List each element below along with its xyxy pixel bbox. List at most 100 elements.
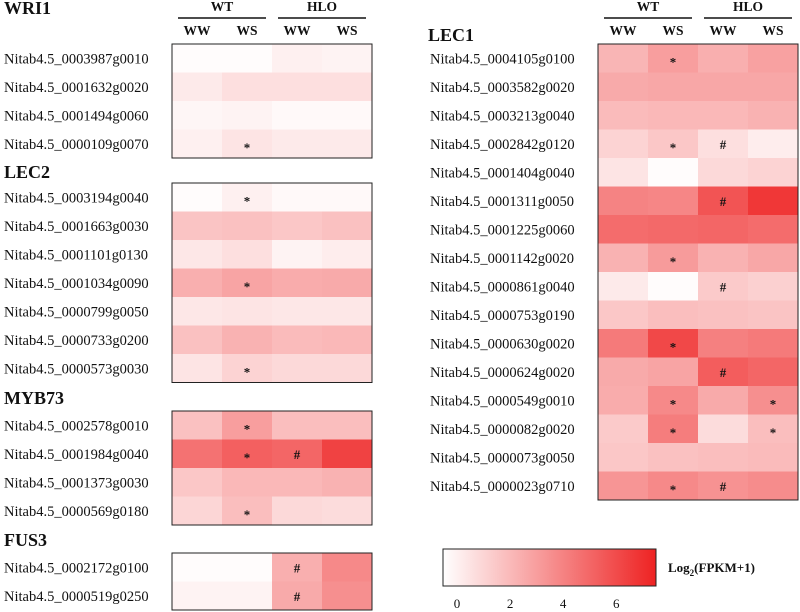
heatmap-cell (748, 243, 798, 272)
heatmap-cell (748, 329, 798, 358)
heatmap-cell (698, 300, 748, 329)
panel-title: FUS3 (4, 530, 47, 550)
heatmap-cell (272, 129, 322, 158)
heatmap-cell (648, 158, 698, 187)
significance-star: * (670, 425, 677, 440)
column-label: WS (336, 23, 357, 38)
heatmap-cell (322, 581, 372, 610)
heatmap-cell (222, 211, 272, 240)
significance-star: * (244, 140, 251, 155)
gene-label: Nitab4.5_0000733g0200 (4, 333, 149, 349)
significance-star: * (670, 482, 677, 497)
significance-star: * (770, 425, 777, 440)
heatmap-cell (222, 439, 272, 468)
legend-colorbar (442, 548, 657, 587)
gene-label: Nitab4.5_0000753g0190 (430, 308, 575, 324)
panel-title: WRI1 (4, 0, 51, 18)
gene-label: Nitab4.5_0003213g0040 (430, 108, 575, 124)
gene-label: Nitab4.5_0001225g0060 (430, 222, 575, 238)
legend-tick: 0 (454, 596, 461, 611)
significance-star: * (670, 396, 677, 411)
significance-star: * (770, 396, 777, 411)
heatmap-cell (272, 354, 322, 383)
heatmap-cell (172, 496, 222, 525)
heatmap-cell (272, 183, 322, 212)
heatmap-cell (272, 468, 322, 497)
heatmap-cell (222, 411, 272, 440)
heatmap-cell (748, 272, 798, 301)
gene-label: Nitab4.5_0000082g0020 (430, 422, 575, 438)
gene-label: Nitab4.5_0004105g0100 (430, 51, 575, 67)
heatmap-cell (272, 101, 322, 130)
significance-hash: # (294, 447, 301, 462)
heatmap-cell (698, 243, 748, 272)
heatmap-cell (648, 215, 698, 244)
heatmap-cell (172, 354, 222, 383)
legend-tick: 2 (507, 596, 514, 611)
heatmap-cell (222, 240, 272, 269)
significance-hash: # (720, 279, 727, 294)
heatmap-cell (172, 411, 222, 440)
heatmap-cell (748, 386, 798, 415)
group-label: WT (211, 0, 234, 14)
gene-label: Nitab4.5_0000573g0030 (4, 361, 149, 377)
heatmap-cell (648, 471, 698, 500)
heatmap-cell (748, 300, 798, 329)
gene-label: Nitab4.5_0001663g0030 (4, 219, 149, 235)
heatmap-cell (648, 186, 698, 215)
heatmap-cell (222, 354, 272, 383)
column-label: WW (610, 23, 638, 38)
legend-tick: 6 (613, 596, 620, 611)
heatmap-cell (598, 414, 648, 443)
heatmap-cell (172, 183, 222, 212)
significance-hash: # (294, 560, 301, 575)
heatmap-cell (748, 72, 798, 101)
heatmap-cell (272, 72, 322, 101)
heatmap-cell (598, 386, 648, 415)
heatmap-cell (648, 414, 698, 443)
heatmap-cell (698, 129, 748, 158)
heatmap-cell (748, 443, 798, 472)
heatmap-cell (598, 158, 648, 187)
gene-label: Nitab4.5_0002578g0010 (4, 418, 149, 434)
legend-tick: 4 (560, 596, 567, 611)
gene-label: Nitab4.5_0001311g0050 (430, 194, 574, 210)
heatmap-cell (648, 329, 698, 358)
heatmap-cell (222, 268, 272, 297)
gene-label: Nitab4.5_0001142g0020 (430, 251, 574, 267)
heatmap-cell (322, 411, 372, 440)
gene-label: Nitab4.5_0003987g0010 (4, 51, 149, 67)
column-label: WS (662, 23, 683, 38)
heatmap-cell (222, 183, 272, 212)
column-label: WW (184, 23, 212, 38)
heatmap-cell (698, 72, 748, 101)
heatmap-cell (322, 129, 372, 158)
heatmap-cell (172, 581, 222, 610)
heatmap-cell (322, 439, 372, 468)
heatmap-cell (272, 268, 322, 297)
group-label: WT (637, 0, 660, 14)
heatmap-cell (222, 581, 272, 610)
heatmap-cell (222, 44, 272, 73)
heatmap-cell (272, 297, 322, 326)
gene-label: Nitab4.5_0000861g0040 (430, 279, 575, 295)
gene-label: Nitab4.5_0001632g0020 (4, 80, 149, 96)
heatmap-cell (172, 297, 222, 326)
heatmap-cell (322, 468, 372, 497)
heatmap-cell (172, 325, 222, 354)
significance-star: * (244, 193, 251, 208)
significance-hash: # (720, 479, 727, 494)
heatmap-cell (698, 272, 748, 301)
heatmap-cell (748, 414, 798, 443)
heatmap-cell (648, 44, 698, 73)
heatmap-cell (172, 240, 222, 269)
heatmap-cell (698, 44, 748, 73)
significance-star: * (670, 339, 677, 354)
heatmap-cell (698, 101, 748, 130)
heatmap-cell (222, 496, 272, 525)
heatmap-cell (322, 354, 372, 383)
significance-star: * (244, 450, 251, 465)
heatmap-cell (748, 129, 798, 158)
panel-border (597, 43, 799, 501)
